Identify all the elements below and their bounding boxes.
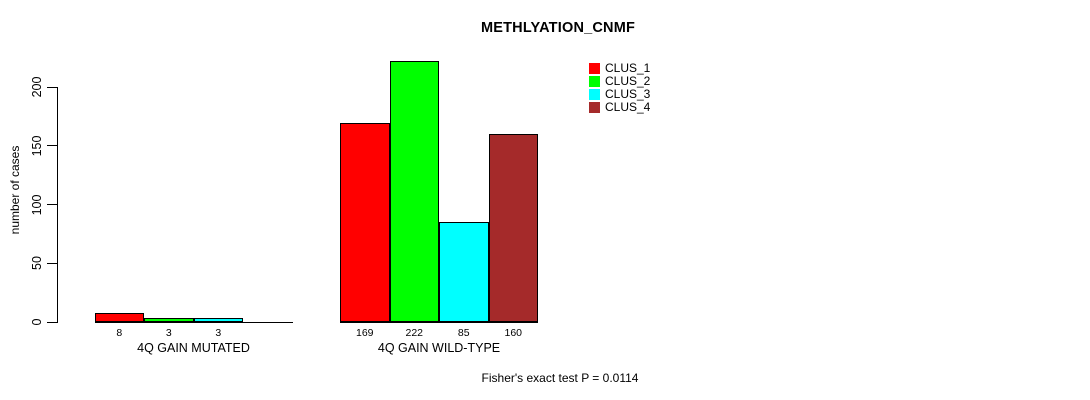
y-axis-tick-label: 150 [30, 135, 44, 157]
bar-clus_4-group2 [488, 134, 538, 322]
group-label-2: 4Q GAIN WILD-TYPE [377, 341, 501, 355]
y-axis-title: number of cases [8, 145, 22, 235]
group-baseline [94, 321, 293, 323]
bar-clus_2-group1 [144, 318, 194, 322]
y-axis-tick-label: 100 [30, 194, 44, 215]
y-axis-tick [47, 321, 57, 323]
bar-value-label: 169 [355, 327, 374, 339]
legend-label: CLUS_3 [605, 87, 651, 101]
bar-value-label: 3 [215, 327, 222, 339]
legend-row-clus_2: CLUS_2 [589, 75, 650, 88]
footnote-text: Fisher's exact test P = 0.0114 [481, 371, 639, 385]
legend-row-clus_1: CLUS_1 [589, 62, 650, 75]
legend: CLUS_1 CLUS_2 CLUS_3 CLUS_4 [589, 62, 650, 114]
legend-label: CLUS_2 [605, 74, 651, 88]
bar-value-label: 160 [504, 327, 523, 339]
bar-clus_1-group1 [94, 312, 144, 322]
bar-clus_3-group1 [193, 318, 243, 322]
bar-clus_2-group2 [389, 61, 439, 322]
chart-title: METHLYATION_CNMF [480, 20, 636, 36]
legend-row-clus_3: CLUS_3 [589, 88, 650, 101]
y-axis-tick [47, 86, 57, 88]
y-axis-tick-label: 200 [30, 76, 44, 98]
group-label-1: 4Q GAIN MUTATED [137, 341, 250, 355]
y-axis-tick [47, 145, 57, 147]
bar-value-label: 222 [405, 327, 424, 339]
bar-value-label: 8 [116, 327, 123, 339]
bar-clus_1-group2 [340, 123, 390, 322]
bar-clus_3-group2 [439, 222, 489, 322]
y-axis-line [57, 87, 58, 323]
legend-swatch-icon [589, 89, 600, 100]
y-axis-tick-label: 50 [30, 256, 44, 271]
legend-label: CLUS_1 [605, 61, 651, 75]
legend-label: CLUS_4 [605, 100, 651, 114]
legend-row-clus_4: CLUS_4 [589, 101, 650, 114]
y-axis-tick [47, 204, 57, 205]
group-baseline [340, 321, 538, 323]
y-axis-tick-label: 0 [30, 318, 44, 326]
legend-swatch-icon [589, 63, 600, 74]
y-axis-tick [47, 262, 57, 264]
legend-swatch-icon [589, 102, 600, 113]
legend-swatch-icon [589, 76, 600, 87]
bar-value-label: 85 [457, 327, 470, 339]
bar-value-label: 3 [165, 327, 172, 339]
